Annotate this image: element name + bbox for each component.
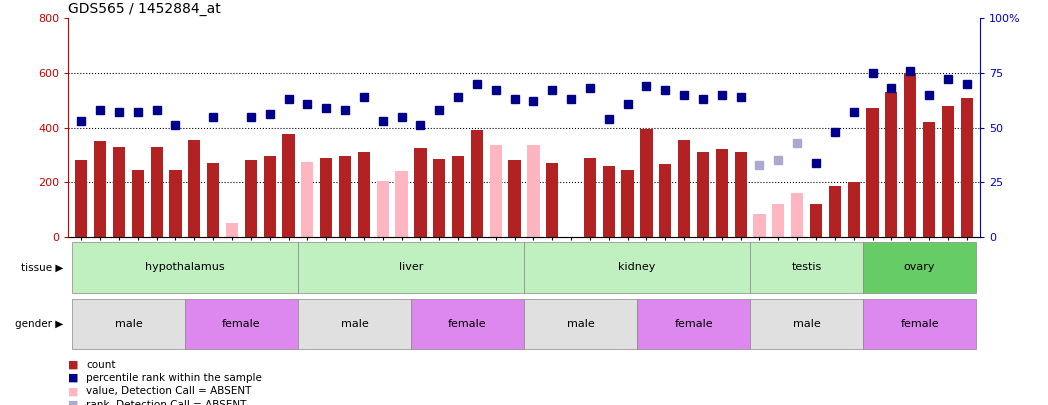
Bar — [320, 158, 332, 237]
Bar — [750, 299, 863, 349]
Bar — [864, 242, 976, 292]
Bar — [301, 162, 313, 237]
Text: ovary: ovary — [903, 262, 936, 272]
Bar — [452, 156, 464, 237]
Text: kidney: kidney — [618, 262, 656, 272]
Text: rank, Detection Call = ABSENT: rank, Detection Call = ABSENT — [86, 400, 246, 405]
Bar — [829, 186, 840, 237]
Bar — [357, 152, 370, 237]
Text: male: male — [341, 319, 368, 329]
Text: value, Detection Call = ABSENT: value, Detection Call = ABSENT — [86, 386, 252, 396]
Bar — [414, 148, 427, 237]
Bar — [489, 145, 502, 237]
Bar — [810, 204, 822, 237]
Bar — [299, 299, 411, 349]
Text: hypothalamus: hypothalamus — [145, 262, 224, 272]
Bar — [961, 98, 973, 237]
Bar — [886, 92, 897, 237]
Text: ■: ■ — [68, 386, 79, 396]
Bar — [524, 299, 636, 349]
Text: ■: ■ — [68, 360, 79, 369]
Bar — [282, 134, 294, 237]
Bar — [864, 299, 976, 349]
Text: ■: ■ — [68, 373, 79, 383]
Text: female: female — [674, 319, 713, 329]
Bar — [848, 182, 859, 237]
Bar — [299, 242, 524, 292]
Text: GDS565 / 1452884_at: GDS565 / 1452884_at — [68, 2, 221, 16]
Text: liver: liver — [399, 262, 423, 272]
Bar — [735, 152, 747, 237]
Text: male: male — [114, 319, 143, 329]
Bar — [923, 122, 935, 237]
Bar — [395, 171, 408, 237]
Bar — [72, 242, 298, 292]
Bar — [637, 299, 749, 349]
Bar — [791, 193, 803, 237]
Text: ■: ■ — [68, 400, 79, 405]
Bar — [508, 160, 521, 237]
Bar — [75, 160, 87, 237]
Bar — [659, 164, 672, 237]
Bar — [527, 145, 540, 237]
Bar — [772, 204, 785, 237]
Bar — [72, 299, 184, 349]
Bar — [339, 156, 351, 237]
Bar — [716, 149, 728, 237]
Bar — [471, 130, 483, 237]
Bar — [433, 159, 445, 237]
Bar — [904, 73, 916, 237]
Bar — [640, 129, 653, 237]
Bar — [412, 299, 524, 349]
Bar — [942, 106, 954, 237]
Text: female: female — [900, 319, 939, 329]
Bar — [94, 141, 106, 237]
Text: tissue ▶: tissue ▶ — [21, 262, 63, 272]
Bar — [263, 156, 276, 237]
Bar — [546, 163, 559, 237]
Bar — [750, 242, 863, 292]
Bar — [132, 170, 144, 237]
Bar — [151, 147, 162, 237]
Text: female: female — [449, 319, 487, 329]
Text: female: female — [222, 319, 261, 329]
Text: testis: testis — [791, 262, 822, 272]
Bar — [170, 170, 181, 237]
Bar — [245, 160, 257, 237]
Text: gender ▶: gender ▶ — [15, 319, 63, 329]
Text: count: count — [86, 360, 115, 369]
Bar — [376, 181, 389, 237]
Bar — [678, 140, 691, 237]
Bar — [603, 166, 615, 237]
Bar — [226, 223, 238, 237]
Text: male: male — [567, 319, 594, 329]
Bar — [584, 158, 596, 237]
Bar — [189, 140, 200, 237]
Bar — [113, 147, 125, 237]
Bar — [697, 152, 709, 237]
Text: male: male — [792, 319, 821, 329]
Bar — [208, 163, 219, 237]
Text: percentile rank within the sample: percentile rank within the sample — [86, 373, 262, 383]
Bar — [621, 170, 634, 237]
Bar — [524, 242, 749, 292]
Bar — [867, 109, 878, 237]
Bar — [185, 299, 298, 349]
Bar — [754, 214, 766, 237]
